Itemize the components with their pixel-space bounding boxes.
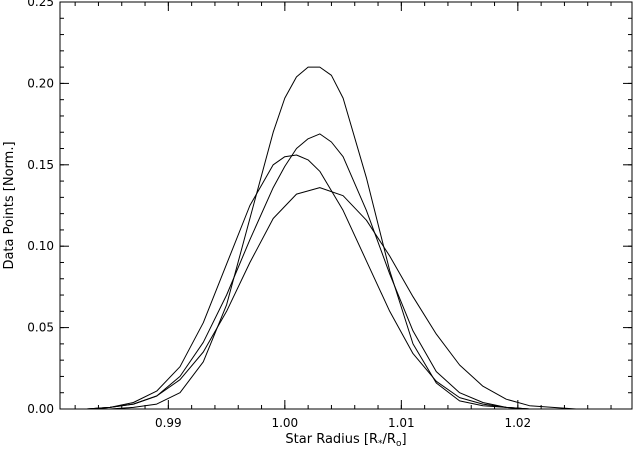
minor-ticks xyxy=(60,1,632,410)
tick-labels: 0.99 1.00 1.01 1.02 0.00 0.05 0.10 0.15 0.20 0.25 xyxy=(27,0,531,430)
x-tick-label: 0.99 xyxy=(155,416,182,430)
series-line-1 xyxy=(63,66,623,410)
y-tick-label: 0.25 xyxy=(27,0,54,9)
series-layer xyxy=(63,66,623,410)
y-tick-label: 0.10 xyxy=(27,239,54,253)
y-axis-title: Data Points [Norm.] xyxy=(2,141,17,269)
y-tick-label: 0.05 xyxy=(27,321,54,335)
series-line-3 xyxy=(63,154,623,410)
y-tick-label: 0.20 xyxy=(27,76,54,90)
x-axis-title: Star Radius [R*/Ro] xyxy=(285,432,406,449)
plot-frame xyxy=(59,1,633,410)
major-ticks xyxy=(60,1,632,410)
series-line-2 xyxy=(63,133,623,410)
x-tick-label: 1.02 xyxy=(504,416,531,430)
x-tick-label: 1.01 xyxy=(388,416,415,430)
y-tick-label: 0.15 xyxy=(27,158,54,172)
x-tick-label: 1.00 xyxy=(271,416,298,430)
y-tick-label: 0.00 xyxy=(27,402,54,416)
series-line-4 xyxy=(63,187,623,410)
